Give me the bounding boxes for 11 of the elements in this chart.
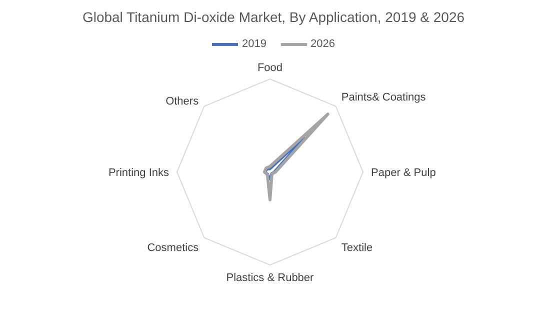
legend-label: 2026 — [310, 38, 335, 50]
spoke-label: Paper & Pulp — [371, 166, 436, 179]
spoke-label: Others — [166, 95, 200, 108]
spoke-label: Food — [257, 62, 283, 74]
spoke-label: Cosmetics — [147, 242, 200, 254]
spoke-label: Printing Inks — [108, 166, 170, 179]
spoke-label: Textile — [341, 242, 373, 254]
spoke-label: Plastics & Rubber — [226, 272, 314, 284]
legend-label: 2019 — [241, 38, 266, 50]
chart-title: Global Titanium Di-oxide Market, By Application, 2019 & 2026 — [81, 9, 466, 25]
spoke-label: Paints& Coatings — [341, 92, 426, 104]
